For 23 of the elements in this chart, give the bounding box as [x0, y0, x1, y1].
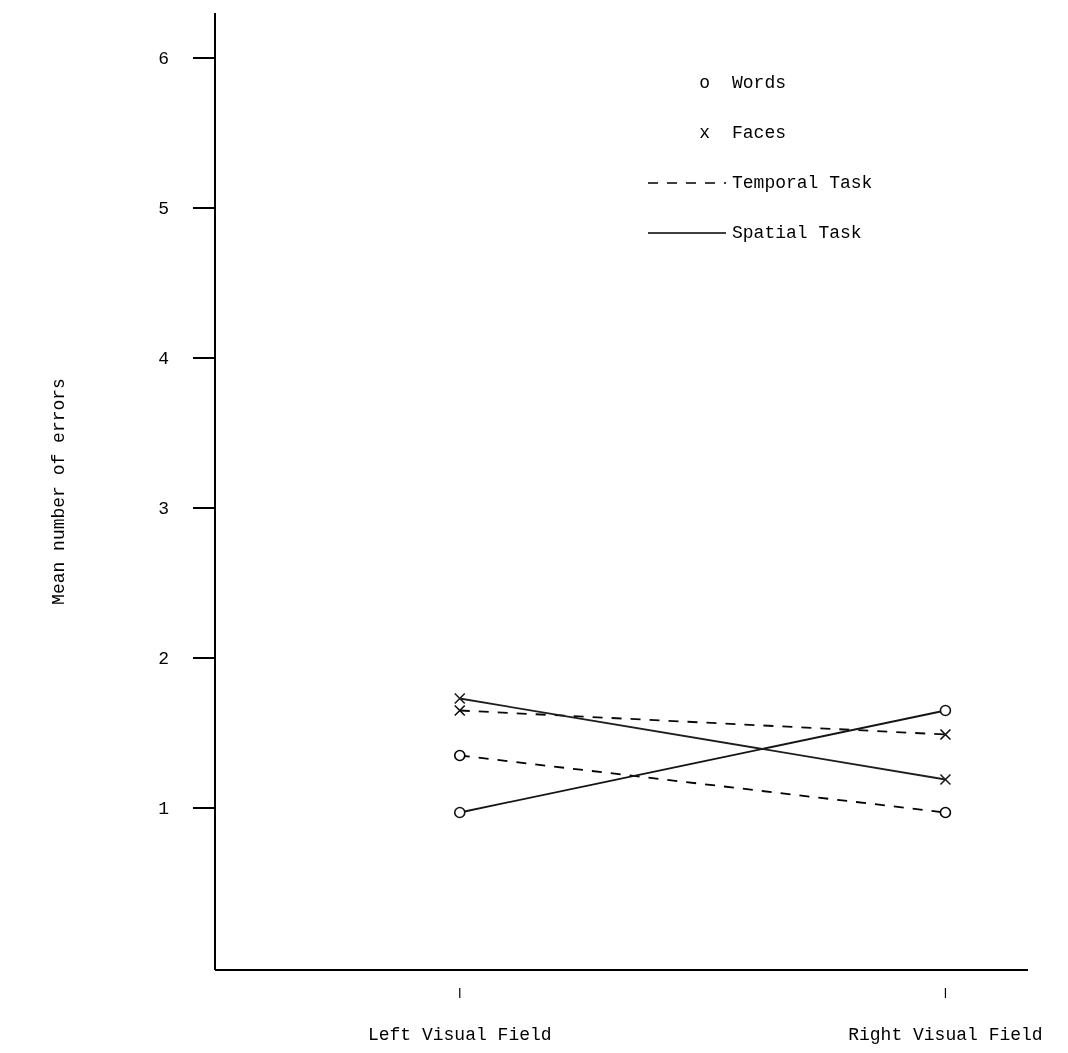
point: [453, 704, 466, 717]
annotation: Spatial Task: [732, 223, 862, 243]
point: [939, 728, 952, 741]
point: [453, 806, 466, 819]
y-tick-label: 1: [158, 799, 169, 820]
annotation: o: [698, 73, 711, 93]
point: [453, 692, 466, 705]
annotation: x: [698, 123, 711, 143]
y-tick-label: 6: [158, 49, 169, 70]
y-tick-label: 2: [158, 649, 169, 670]
y-tick-label: 3: [158, 499, 169, 520]
point: [939, 704, 952, 717]
point: [939, 806, 952, 819]
y-axis-title: Mean number of errors: [49, 378, 70, 605]
annotation: Faces: [732, 123, 787, 143]
annotation: Words: [732, 73, 787, 93]
point: [453, 749, 466, 762]
annotation: Temporal Task: [732, 173, 873, 193]
x-tick-label: Left Visual Field: [367, 1025, 552, 1045]
point: [939, 773, 952, 786]
y-tick-label: 5: [158, 199, 169, 220]
x-tick-label: Right Visual Field: [848, 1025, 1043, 1045]
y-tick-label: 4: [158, 349, 169, 370]
